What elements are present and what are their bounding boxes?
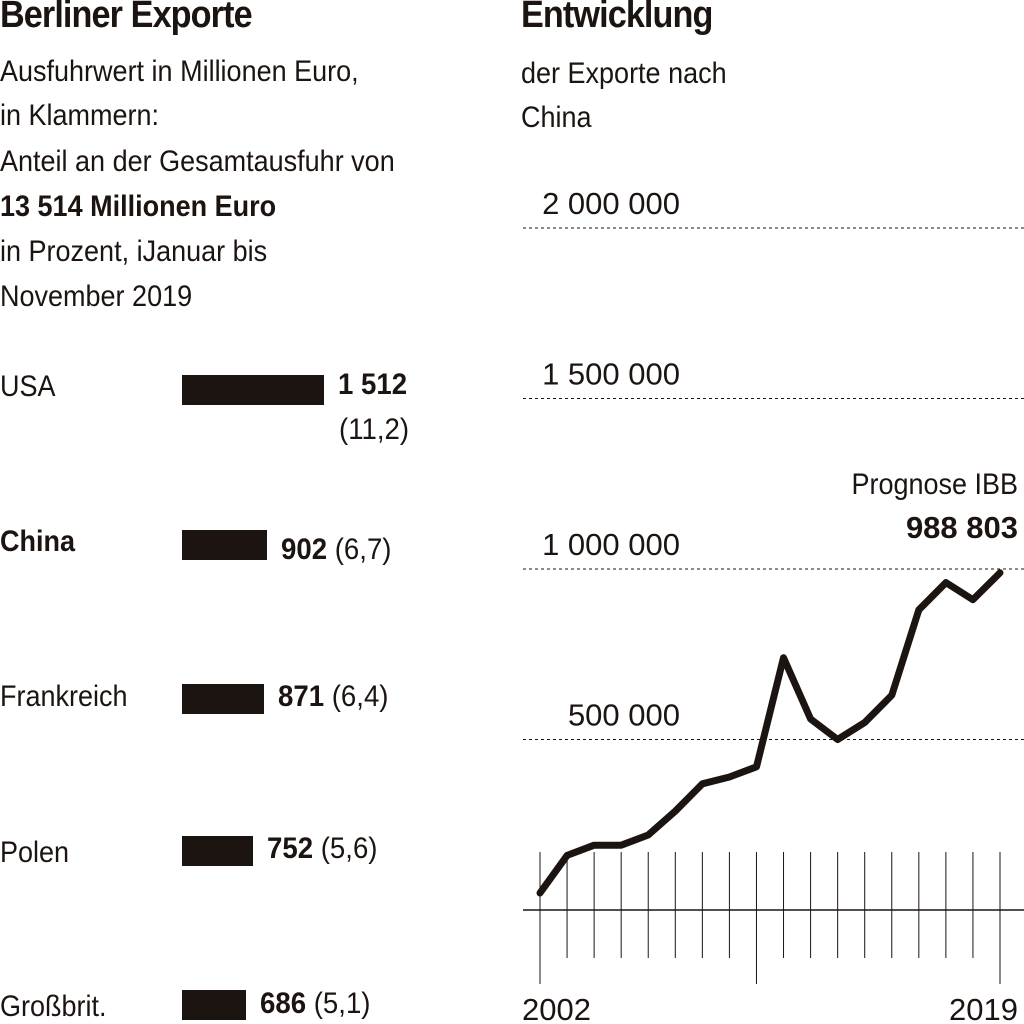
bar	[182, 836, 253, 866]
bar-value-label: 871 (6,4)	[277, 680, 389, 713]
bar-value-label: 686 (5,1)	[260, 987, 371, 1020]
bar	[182, 375, 324, 405]
bar	[182, 530, 267, 560]
y-tick-label: 500 000	[568, 698, 680, 733]
series-line	[536, 569, 1004, 897]
x-tick-label: 2019	[949, 992, 1018, 1024]
bar-category-label: USA	[0, 370, 56, 403]
china-exports-line-chart: 500 000 1 000 000 1 500 000 2 000 000 Progn…	[522, 186, 1024, 1024]
bar	[182, 990, 247, 1020]
x-tick-marks	[539, 852, 1001, 984]
left-subtitle-line-3: Anteil an der Gesamtausfuhr von	[0, 145, 395, 178]
bar-share-label: (5,6)	[320, 832, 378, 865]
bar-value-label: 902 (6,7)	[280, 533, 392, 566]
bar-category-label: Frankreich	[0, 680, 128, 713]
left-subtitle-total: 13 514 Millionen Euro	[0, 190, 277, 223]
right-chart-title: Entwicklung	[521, 0, 713, 36]
y-tick-label: 1 000 000	[542, 527, 680, 562]
x-tick-labels: 2002 2019	[522, 992, 1018, 1024]
left-subtitle-line-6: November 2019	[0, 280, 193, 313]
bar-share-label: (11,2)	[339, 413, 410, 446]
bar-category-label: China	[0, 525, 76, 558]
x-tick-label: 2002	[522, 992, 591, 1024]
y-gridlines: 500 000 1 000 000 1 500 000 2 000 000	[523, 186, 1024, 740]
forecast-annotation-label: Prognose IBB	[852, 468, 1018, 502]
forecast-annotation-value: 988 803	[906, 510, 1018, 545]
left-subtitle-line-1: Ausfuhrwert in Millionen Euro,	[0, 55, 359, 88]
bar-value-label: 752 (5,6)	[266, 832, 378, 865]
y-tick-label: 2 000 000	[542, 186, 680, 221]
y-tick-label: 1 500 000	[542, 357, 680, 392]
bar-category-label: Polen	[0, 836, 70, 869]
right-subtitle-line-1: der Exporte nach	[521, 57, 727, 90]
bar-share-label: (6,4)	[331, 680, 389, 713]
left-chart-title: Berliner Exporte	[0, 0, 253, 36]
bar-share-label: (6,7)	[334, 533, 392, 566]
bar	[182, 684, 264, 714]
bar-category-label: Großbrit.	[0, 990, 107, 1023]
bar-share-label: (5,1)	[314, 987, 371, 1020]
left-subtitle-line-2: in Klammern:	[0, 99, 160, 132]
bar-value-label: 1 512	[338, 368, 408, 401]
right-subtitle-line-2: China	[521, 101, 592, 134]
left-subtitle-line-5: in Prozent, iJanuar bis	[0, 235, 268, 268]
